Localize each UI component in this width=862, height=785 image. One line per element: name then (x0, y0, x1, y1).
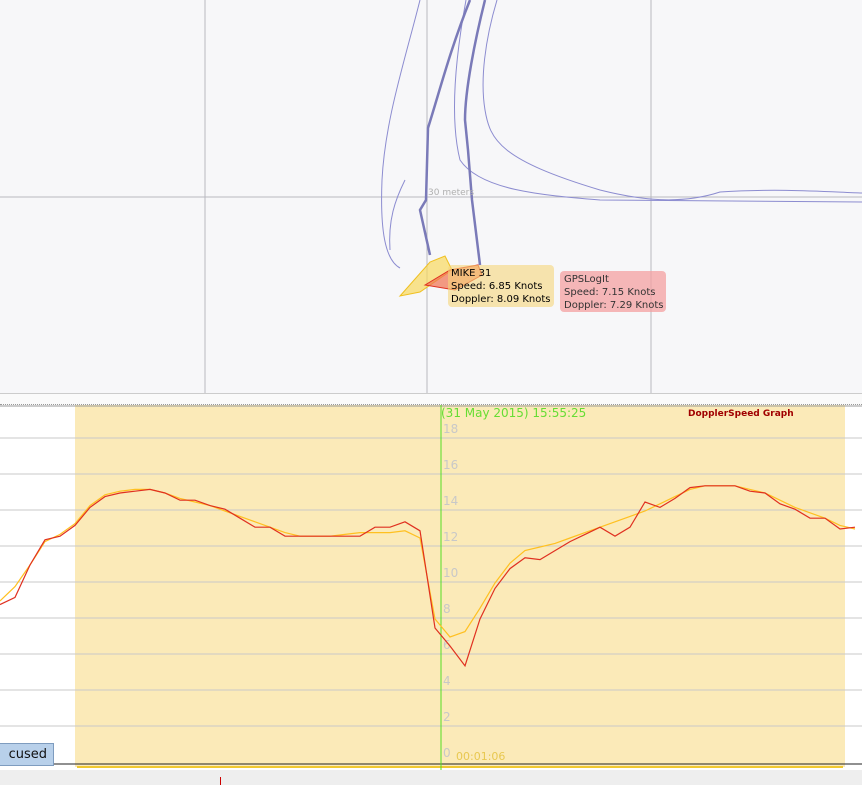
y-tick-label: 0 (443, 746, 451, 760)
cursor-time: (31 May 2015) 15:55:25 (441, 406, 587, 420)
graph-canvas: 0 2 4 6 8 10 12 14 16 18 (0, 405, 862, 770)
tooltip-mike-doppler: Doppler: 8.09 Knots (451, 294, 551, 305)
boat-yellow (398, 255, 453, 297)
y-tick-label: 10 (443, 566, 458, 580)
tooltip-mike-speed: Speed: 6.85 Knots (451, 281, 543, 292)
timeline-bar[interactable] (0, 770, 862, 785)
red-series (0, 485, 856, 668)
y-tick-label: 14 (443, 494, 458, 508)
y-tick-label: 2 (443, 710, 451, 724)
map-grid (0, 0, 862, 393)
scale-label: 30 meters (428, 188, 475, 198)
y-tick-label: 8 (443, 602, 451, 616)
tooltip-gpslogit-name: GPSLogIt (564, 274, 609, 285)
map-view[interactable]: 30 meters MIKE 31 Speed: 6.85 Knots Dopp… (0, 0, 862, 393)
doppler-speed-graph[interactable]: 0 2 4 6 8 10 12 14 16 18 DopplerSpeed Graph (31 M… (0, 405, 862, 770)
tooltip-mike-bg (448, 265, 554, 307)
tooltip-gpslogit-bg (560, 271, 666, 312)
splitter-handle[interactable] (0, 393, 862, 405)
span-label: 00:01:06 (456, 750, 506, 763)
tooltip-mike-name: MIKE 31 (451, 268, 492, 279)
timeline-marker[interactable] (220, 777, 221, 785)
y-tick-label: 6 (443, 638, 451, 652)
highlight-range (75, 405, 845, 767)
focus-button[interactable]: cused (0, 743, 54, 766)
y-tick-label: 4 (443, 674, 451, 688)
y-tick-label: 18 (443, 422, 458, 436)
tooltip-gpslogit-doppler: Doppler: 7.29 Knots (564, 300, 664, 311)
track-thin (381, 0, 862, 269)
y-tick-label: 16 (443, 458, 458, 472)
y-tick-label: 12 (443, 530, 458, 544)
graph-title: DopplerSpeed Graph (688, 409, 794, 419)
tooltip-gpslogit-speed: Speed: 7.15 Knots (564, 287, 656, 298)
track-thick (418, 0, 487, 266)
